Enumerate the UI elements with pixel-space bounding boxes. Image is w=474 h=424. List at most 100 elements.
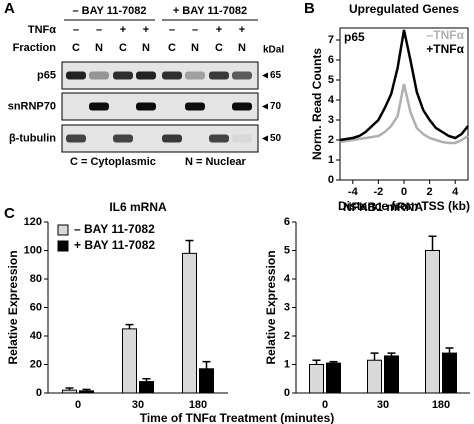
y-tick-label: 2 bbox=[328, 134, 334, 146]
legend-entry: –TNFα bbox=[427, 28, 465, 42]
fraction-label: N bbox=[191, 42, 199, 54]
marker-arrow bbox=[262, 72, 268, 79]
treatment-sign: – bbox=[73, 24, 79, 36]
legend-swatch bbox=[57, 240, 69, 252]
fraction-label: C bbox=[72, 42, 80, 54]
treatment-sign: + bbox=[120, 24, 126, 36]
marker-label: 50 bbox=[270, 133, 282, 144]
x-tick-label: 30 bbox=[377, 399, 389, 411]
y-tick-label: 20 bbox=[30, 358, 42, 370]
legend-entry: +TNFα bbox=[426, 42, 464, 56]
x-tick-label: -4 bbox=[348, 186, 359, 198]
marker-arrow bbox=[262, 135, 268, 142]
y-tick-label: 3 bbox=[284, 301, 290, 313]
band bbox=[136, 102, 156, 111]
y-tick-label: 0 bbox=[328, 174, 334, 186]
panel-label: C bbox=[4, 205, 15, 222]
treatment-sign: + bbox=[216, 24, 222, 36]
y-tick-label: 1 bbox=[284, 358, 290, 370]
marker-arrow bbox=[262, 103, 268, 110]
treatment-sign: + bbox=[239, 24, 245, 36]
marker-label: 70 bbox=[270, 101, 282, 112]
chart-title: Upregulated Genes bbox=[349, 2, 459, 16]
y-tick-label: 120 bbox=[24, 216, 42, 228]
group-label: + BAY 11-7082 bbox=[173, 5, 247, 17]
y-tick-label: 3 bbox=[328, 114, 334, 126]
y-tick-label: 1 bbox=[328, 154, 334, 166]
chart-title: NFKB1 mRNA bbox=[343, 200, 423, 214]
y-axis-label: Relative Expression bbox=[6, 250, 20, 364]
band bbox=[185, 102, 205, 111]
bar bbox=[199, 368, 214, 394]
x-axis-label: Distance from TSS (kb) bbox=[338, 199, 470, 213]
panel-label: B bbox=[304, 0, 315, 17]
x-tick-label: 30 bbox=[132, 399, 144, 411]
legend-swatch bbox=[57, 224, 69, 236]
y-axis-label: Norm. Read Counts bbox=[310, 48, 324, 160]
row-label: snRNP70 bbox=[8, 100, 56, 112]
x-tick-label: 0 bbox=[322, 399, 328, 411]
legend-entry: + BAY 11-7082 bbox=[74, 238, 155, 252]
group-label: – BAY 11-7082 bbox=[72, 5, 146, 17]
fraction-label: C bbox=[215, 42, 223, 54]
blot-legend: C = Cytoplasmic bbox=[70, 156, 156, 168]
y-tick-label: 0 bbox=[284, 387, 290, 399]
x-axis-label: Time of TNFα Treatment (minutes) bbox=[140, 411, 335, 424]
band bbox=[89, 102, 109, 111]
band bbox=[209, 71, 229, 80]
bar bbox=[122, 328, 137, 394]
band bbox=[66, 71, 86, 80]
band bbox=[89, 71, 109, 80]
y-tick-label: 80 bbox=[30, 273, 42, 285]
treatment-sign: – bbox=[169, 24, 175, 36]
bar bbox=[309, 364, 324, 394]
fraction-label: N bbox=[142, 42, 150, 54]
fraction-label: N bbox=[95, 42, 103, 54]
band bbox=[232, 134, 252, 143]
bar bbox=[425, 250, 440, 394]
y-tick-label: 2 bbox=[284, 330, 290, 342]
y-tick-label: 4 bbox=[284, 273, 291, 285]
band bbox=[232, 102, 252, 111]
annotation: p65 bbox=[344, 30, 365, 44]
bar bbox=[182, 252, 197, 394]
y-tick-label: 6 bbox=[284, 216, 290, 228]
treatment-sign: + bbox=[143, 24, 149, 36]
x-tick-label: 4 bbox=[452, 186, 459, 198]
row-header: TNFα bbox=[28, 24, 56, 36]
band bbox=[162, 134, 182, 143]
band bbox=[66, 134, 86, 143]
y-tick-label: 5 bbox=[328, 74, 334, 86]
y-tick-label: 60 bbox=[30, 301, 42, 313]
x-tick-label: 180 bbox=[189, 399, 207, 411]
unit-label: kDal bbox=[263, 45, 284, 56]
treatment-sign: – bbox=[96, 24, 102, 36]
bar bbox=[62, 389, 77, 394]
y-axis-label: Relative Expression bbox=[264, 250, 278, 364]
band bbox=[232, 71, 252, 80]
y-tick-label: 6 bbox=[328, 54, 334, 66]
x-tick-label: 0 bbox=[401, 186, 407, 198]
panel-label: A bbox=[4, 0, 15, 17]
legend-entry: – BAY 11-7082 bbox=[74, 222, 155, 236]
marker-label: 65 bbox=[270, 70, 282, 81]
row-header: Fraction bbox=[13, 42, 57, 54]
row-label: β-tubulin bbox=[9, 132, 56, 144]
y-tick-label: 5 bbox=[284, 244, 290, 256]
fraction-label: C bbox=[168, 42, 176, 54]
band bbox=[113, 134, 133, 143]
x-tick-label: 0 bbox=[75, 399, 81, 411]
band bbox=[113, 71, 133, 80]
x-tick-label: -2 bbox=[374, 186, 384, 198]
band bbox=[185, 71, 205, 80]
line-series bbox=[339, 83, 469, 145]
y-tick-label: 0 bbox=[36, 387, 42, 399]
bar bbox=[326, 362, 341, 394]
fraction-label: C bbox=[119, 42, 127, 54]
blot-legend: N = Nuclear bbox=[185, 156, 247, 168]
treatment-sign: – bbox=[192, 24, 198, 36]
band bbox=[162, 71, 182, 80]
y-tick-label: 4 bbox=[328, 94, 335, 106]
x-tick-label: 2 bbox=[427, 186, 433, 198]
